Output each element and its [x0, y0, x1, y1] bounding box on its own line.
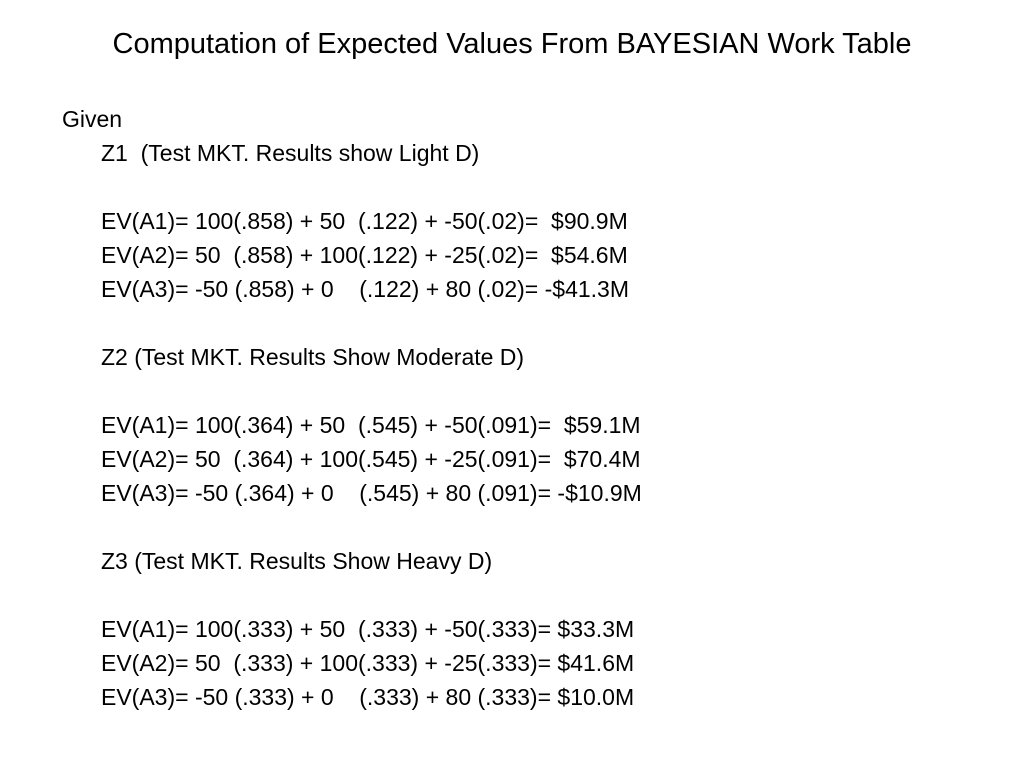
section-heading: Z3 (Test MKT. Results Show Heavy D) — [101, 548, 493, 574]
spacer — [62, 374, 642, 408]
spacer — [62, 306, 642, 340]
ev-line: EV(A3)= -50 (.858) + 0 (.122) + 80 (.02)… — [101, 276, 629, 302]
slide-title: Computation of Expected Values From BAYE… — [112, 28, 912, 60]
slide-body: Given Z1 (Test MKT. Results show Light D… — [62, 102, 642, 714]
given-label: Given — [62, 106, 123, 132]
ev-line: EV(A1)= 100(.333) + 50 (.333) + -50(.333… — [101, 616, 635, 642]
ev-line: EV(A2)= 50 (.333) + 100(.333) + -25(.333… — [101, 650, 635, 676]
ev-line: EV(A3)= -50 (.333) + 0 (.333) + 80 (.333… — [101, 684, 635, 710]
ev-line: EV(A3)= -50 (.364) + 0 (.545) + 80 (.091… — [101, 480, 642, 506]
ev-line: EV(A2)= 50 (.858) + 100(.122) + -25(.02)… — [101, 242, 628, 268]
section-heading: Z1 (Test MKT. Results show Light D) — [101, 140, 480, 166]
ev-line: EV(A2)= 50 (.364) + 100(.545) + -25(.091… — [101, 446, 641, 472]
spacer — [62, 578, 642, 612]
ev-line: EV(A1)= 100(.858) + 50 (.122) + -50(.02)… — [101, 208, 628, 234]
ev-line: EV(A1)= 100(.364) + 50 (.545) + -50(.091… — [101, 412, 641, 438]
section-heading: Z2 (Test MKT. Results Show Moderate D) — [101, 344, 525, 370]
spacer — [62, 510, 642, 544]
spacer — [62, 170, 642, 204]
